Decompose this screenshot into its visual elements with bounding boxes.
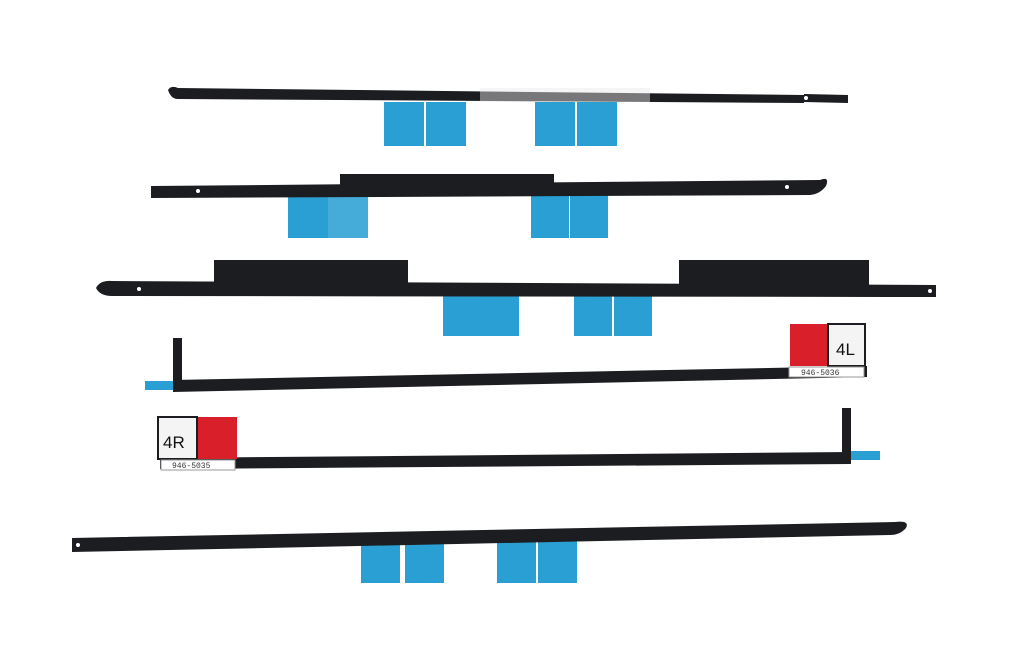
white-tag-4r xyxy=(157,416,198,460)
tab-2a xyxy=(288,194,328,238)
code-label-4l: 946-5036 xyxy=(801,369,840,378)
tab-6c xyxy=(497,540,536,583)
strip-6-body xyxy=(72,521,907,552)
code-label-bg-4l xyxy=(788,366,865,378)
hole-2a xyxy=(196,189,200,193)
strip-4-vertical xyxy=(173,338,182,390)
strip-5-body xyxy=(160,452,851,469)
hole-6 xyxy=(76,543,80,547)
hole-3b xyxy=(928,289,932,293)
tab-2d xyxy=(570,194,608,238)
blue-end-4 xyxy=(145,381,175,390)
adhesive-strip-4: 4L 946-5036 xyxy=(145,323,867,392)
red-tag-4l xyxy=(790,324,832,366)
tab-6a xyxy=(361,540,400,583)
red-tag-4r xyxy=(195,417,237,459)
tag-label-4r: 4R xyxy=(163,433,185,452)
adhesive-strip-1 xyxy=(168,86,848,146)
strip-3-body xyxy=(96,280,936,297)
adhesive-strip-5: 4R 946-5035 xyxy=(157,408,880,471)
strip-5-vertical xyxy=(842,408,851,464)
adhesive-strip-6 xyxy=(72,521,907,583)
tag-label-4l: 4L xyxy=(836,340,855,359)
tab-6b xyxy=(405,540,444,583)
tab-6d xyxy=(538,540,577,583)
hole-1 xyxy=(804,96,808,100)
tab-3d xyxy=(614,294,652,336)
adhesive-strip-3 xyxy=(96,260,936,336)
tab-2b xyxy=(328,194,368,238)
strip-4-body xyxy=(173,366,867,392)
strip-2-body xyxy=(151,178,828,198)
strip-1-body xyxy=(168,86,848,103)
adhesive-strip-2 xyxy=(151,174,828,238)
white-tag-4l xyxy=(827,323,866,367)
blue-end-5 xyxy=(850,451,880,460)
hole-2b xyxy=(785,185,789,189)
tab-2c xyxy=(531,194,569,238)
tab-3c xyxy=(574,294,612,336)
hole-3a xyxy=(137,287,141,291)
tab-1b xyxy=(426,102,466,146)
tab-1a xyxy=(384,102,424,146)
tab-1d xyxy=(577,102,617,146)
tab-3a xyxy=(443,294,481,336)
liner-1 xyxy=(480,88,650,102)
strip-3-wide-right xyxy=(679,260,869,286)
code-label-bg-4r xyxy=(160,459,236,471)
tab-3b xyxy=(481,294,519,336)
tab-1c xyxy=(535,102,575,146)
code-label-4r: 946-5035 xyxy=(172,462,211,471)
